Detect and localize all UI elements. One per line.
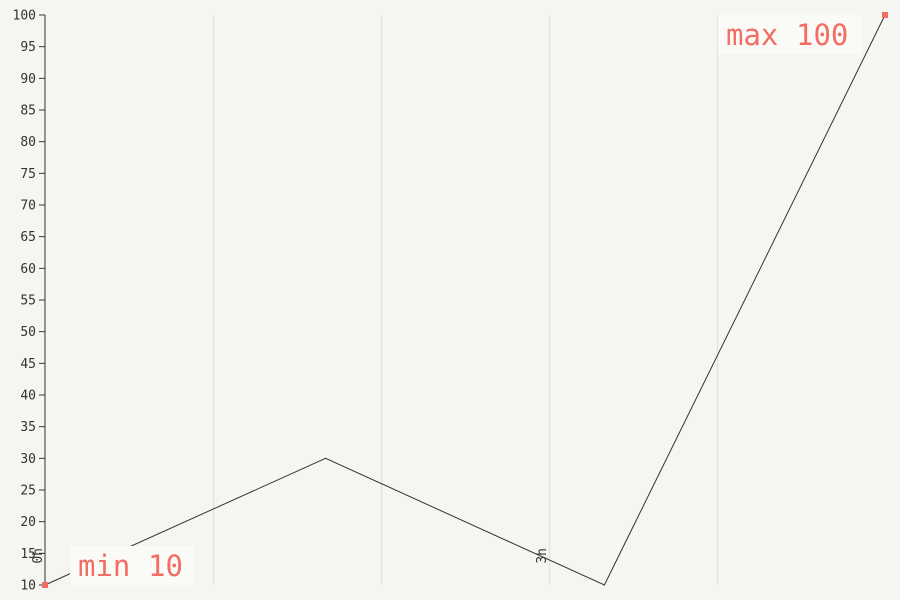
annotation-value: 10	[148, 549, 183, 583]
annotation-label: max	[726, 18, 778, 52]
x-axis-ticks: 0h 3h	[31, 548, 550, 564]
y-tick-label: 45	[20, 357, 36, 372]
y-tick-label: 35	[20, 420, 36, 435]
y-tick-label: 25	[20, 484, 36, 499]
y-tick-label: 90	[20, 72, 36, 87]
annotations: min 10 max 100	[42, 12, 888, 588]
y-tick-label: 40	[20, 389, 36, 404]
extreme-marker	[882, 12, 888, 18]
annotation-box	[718, 15, 862, 54]
y-tick-label: 100	[13, 9, 36, 24]
y-tick-label: 50	[20, 325, 36, 340]
series-line	[44, 14, 886, 586]
y-tick-label: 55	[20, 294, 36, 309]
y-tick-label: 15	[20, 547, 36, 562]
x-tick-label: 0h	[31, 548, 46, 564]
y-tick-label: 95	[20, 40, 36, 55]
y-tick-label: 85	[20, 104, 36, 119]
y-tick-label: 75	[20, 167, 36, 182]
y-tick-label: 80	[20, 135, 36, 150]
y-tick-label: 10	[20, 579, 36, 594]
y-tick-label: 65	[20, 230, 36, 245]
annotation-label: min	[78, 549, 130, 583]
y-tick-label: 60	[20, 262, 36, 277]
y-tick-label: 20	[20, 515, 36, 530]
y-tick-label: 70	[20, 199, 36, 214]
x-tick-label: 3h	[535, 548, 550, 564]
annotation-value: 100	[796, 18, 848, 52]
grid-layer	[212, 15, 719, 585]
annotation-box	[70, 546, 194, 585]
data-point	[324, 457, 327, 459]
data-point	[603, 584, 606, 586]
extreme-marker	[42, 582, 48, 588]
y-tick-label: 30	[20, 452, 36, 467]
y-axis: 10 15 20 25 30 35 40 45 50 55 60 65 70 75 80 85 90 95 100	[13, 9, 46, 594]
series-layer	[44, 14, 886, 586]
